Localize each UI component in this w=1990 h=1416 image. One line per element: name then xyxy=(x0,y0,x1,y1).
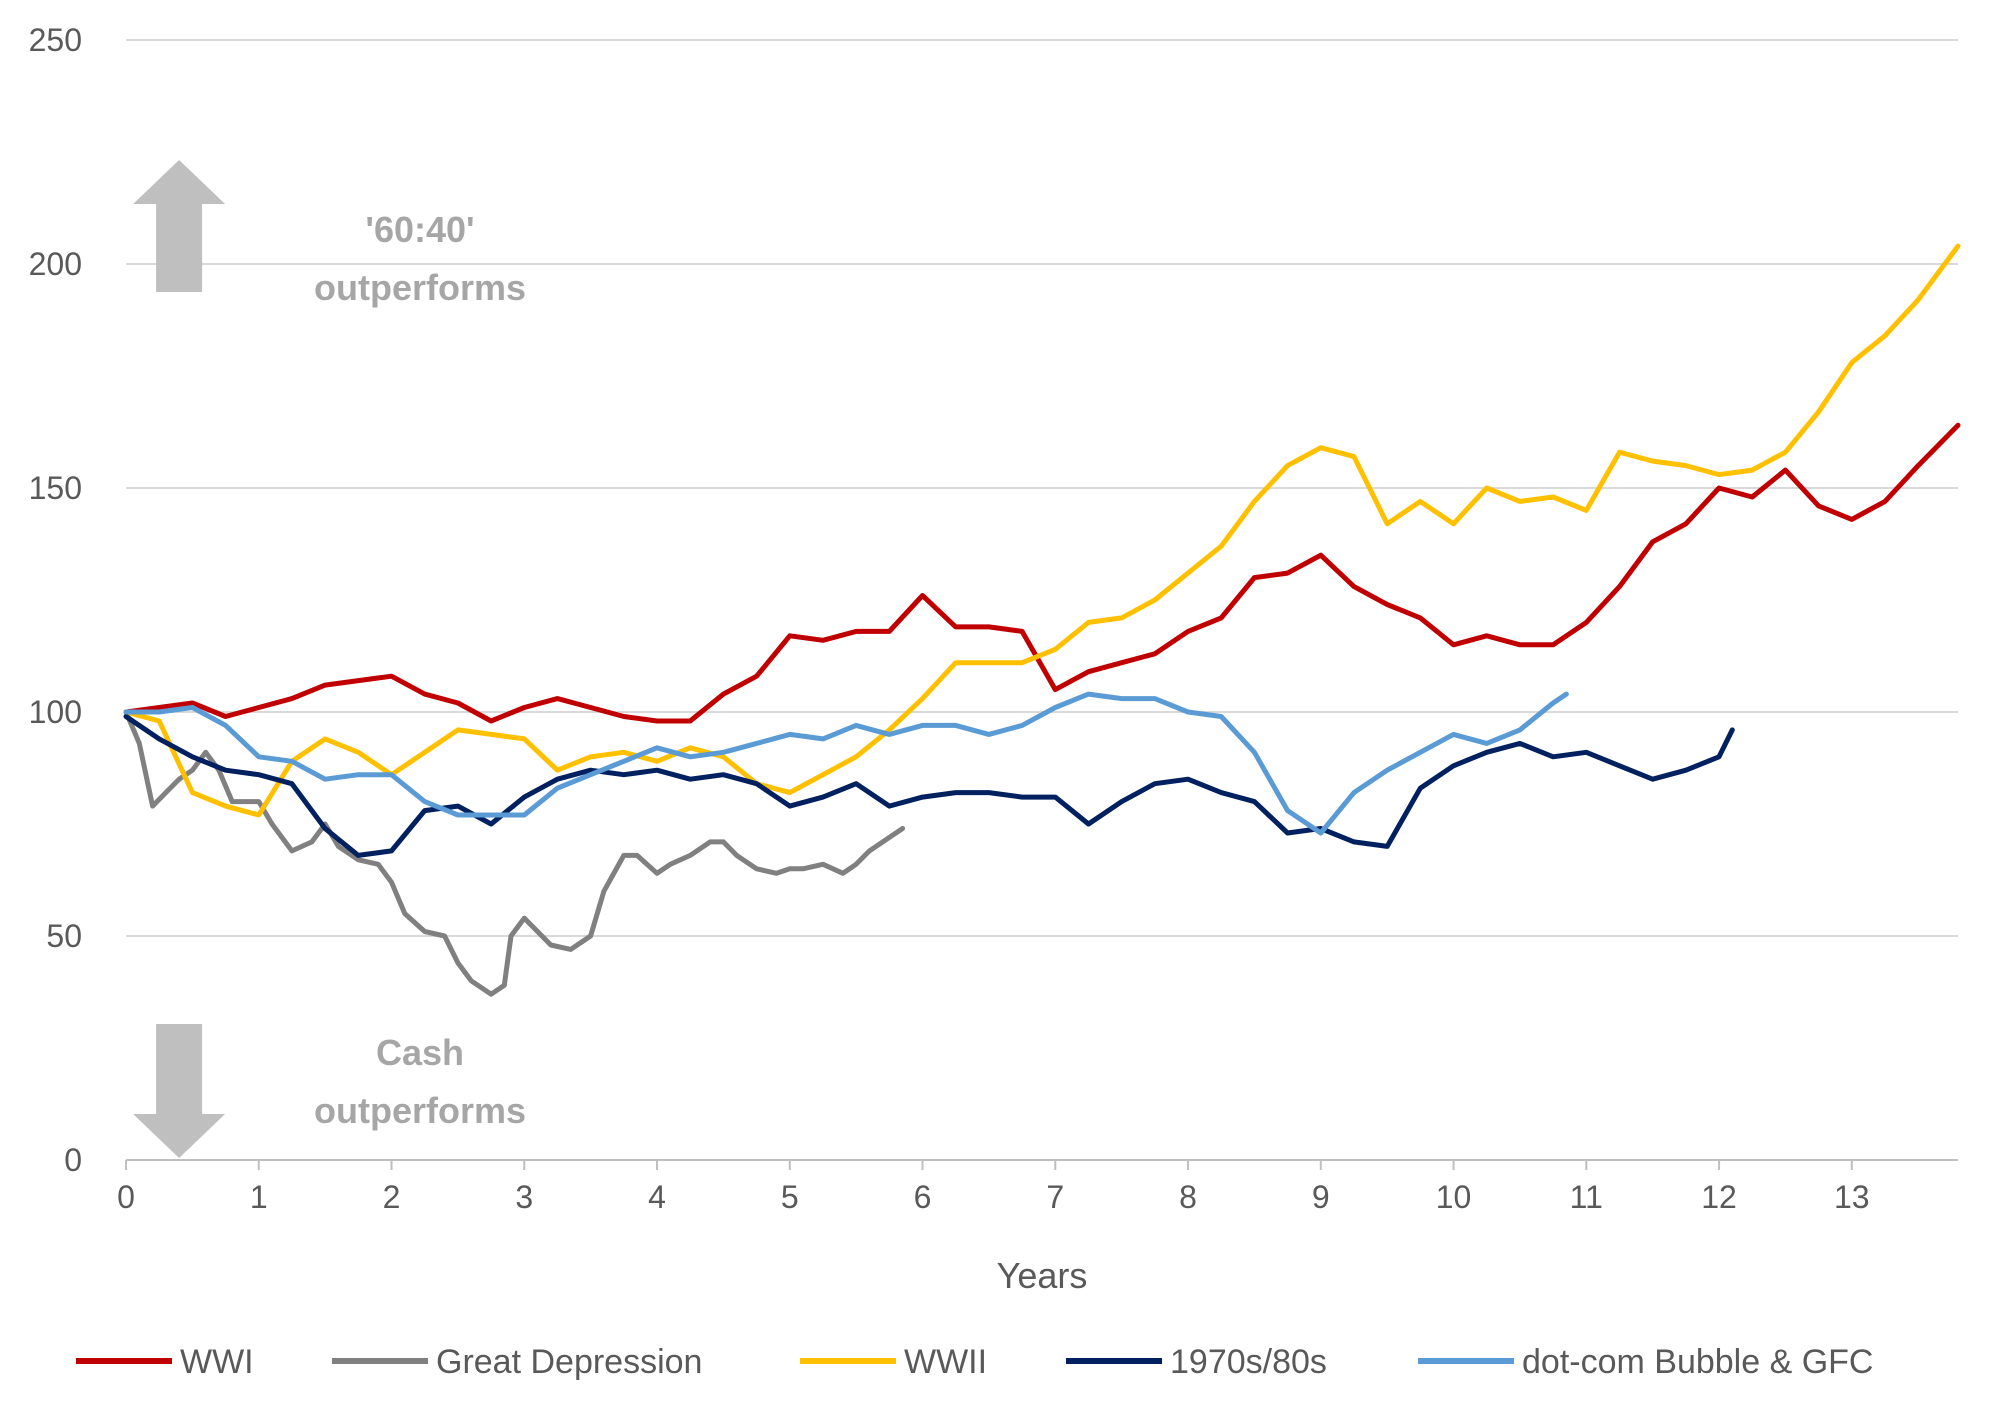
x-tick-label: 11 xyxy=(1570,1179,1603,1215)
gridlines xyxy=(126,39,1958,937)
series-line-1970s-80s xyxy=(123,714,1735,858)
series-line-wwi xyxy=(123,422,1961,724)
series-line-great-depression xyxy=(123,709,906,997)
legend-label-1970s-80s: 1970s/80s xyxy=(1170,1343,1327,1381)
x-tick-label: 0 xyxy=(117,1179,135,1215)
legend-label-great-depression: Great Depression xyxy=(436,1343,702,1381)
legend-item-great-depression: Great Depression xyxy=(332,1343,702,1381)
series-lines xyxy=(123,243,1961,997)
series-line-dot-com-bubble-gfc xyxy=(123,691,1569,836)
x-tick-label: 1 xyxy=(250,1179,268,1215)
up-arrow-icon xyxy=(133,160,226,292)
legend-label-dot-com-gfc: dot-com Bubble & GFC xyxy=(1522,1343,1873,1381)
x-axis-title: Years xyxy=(997,1255,1088,1296)
y-tick-label: 200 xyxy=(29,246,82,282)
legend: WWI Great Depression WWII 1970s/80s dot-… xyxy=(76,1343,1873,1381)
x-tick-label: 7 xyxy=(1046,1179,1064,1215)
x-tick-label: 6 xyxy=(914,1179,932,1215)
annotation-cash-line1: Cash xyxy=(376,1032,464,1073)
x-tick-label: 3 xyxy=(515,1179,533,1215)
legend-item-1970s-80s: 1970s/80s xyxy=(1066,1343,1327,1381)
legend-label-wwii: WWII xyxy=(904,1343,987,1381)
x-axis-ticks: 0 1 2 3 4 5 6 7 8 9 10 11 12 13 xyxy=(117,1160,1870,1215)
legend-label-wwi: WWI xyxy=(180,1343,254,1381)
legend-item-wwi: WWI xyxy=(76,1343,254,1381)
x-tick-label: 10 xyxy=(1436,1179,1472,1215)
legend-item-dot-com-gfc: dot-com Bubble & GFC xyxy=(1418,1343,1873,1381)
x-tick-label: 13 xyxy=(1834,1179,1870,1215)
y-tick-label: 50 xyxy=(46,918,82,954)
x-tick-label: 5 xyxy=(781,1179,799,1215)
y-tick-label: 0 xyxy=(64,1142,82,1178)
x-tick-label: 2 xyxy=(383,1179,401,1215)
y-tick-label: 150 xyxy=(29,470,82,506)
series-line-wwii xyxy=(123,243,1961,818)
annotation-60-40-line2: outperforms xyxy=(314,267,526,308)
y-axis-ticks: 0 50 100 150 200 250 xyxy=(29,22,82,1178)
legend-item-wwii: WWII xyxy=(800,1343,987,1381)
x-tick-label: 9 xyxy=(1312,1179,1330,1215)
annotation-cash-line2: outperforms xyxy=(314,1090,526,1131)
y-tick-label: 100 xyxy=(29,694,82,730)
x-tick-label: 12 xyxy=(1701,1179,1737,1215)
annotations: '60:40' outperforms Cash outperforms xyxy=(133,160,526,1158)
down-arrow-icon xyxy=(133,1024,226,1158)
x-tick-label: 4 xyxy=(648,1179,666,1215)
y-tick-label: 250 xyxy=(29,22,82,58)
annotation-60-40-line1: '60:40' xyxy=(365,209,474,250)
x-tick-label: 8 xyxy=(1179,1179,1197,1215)
